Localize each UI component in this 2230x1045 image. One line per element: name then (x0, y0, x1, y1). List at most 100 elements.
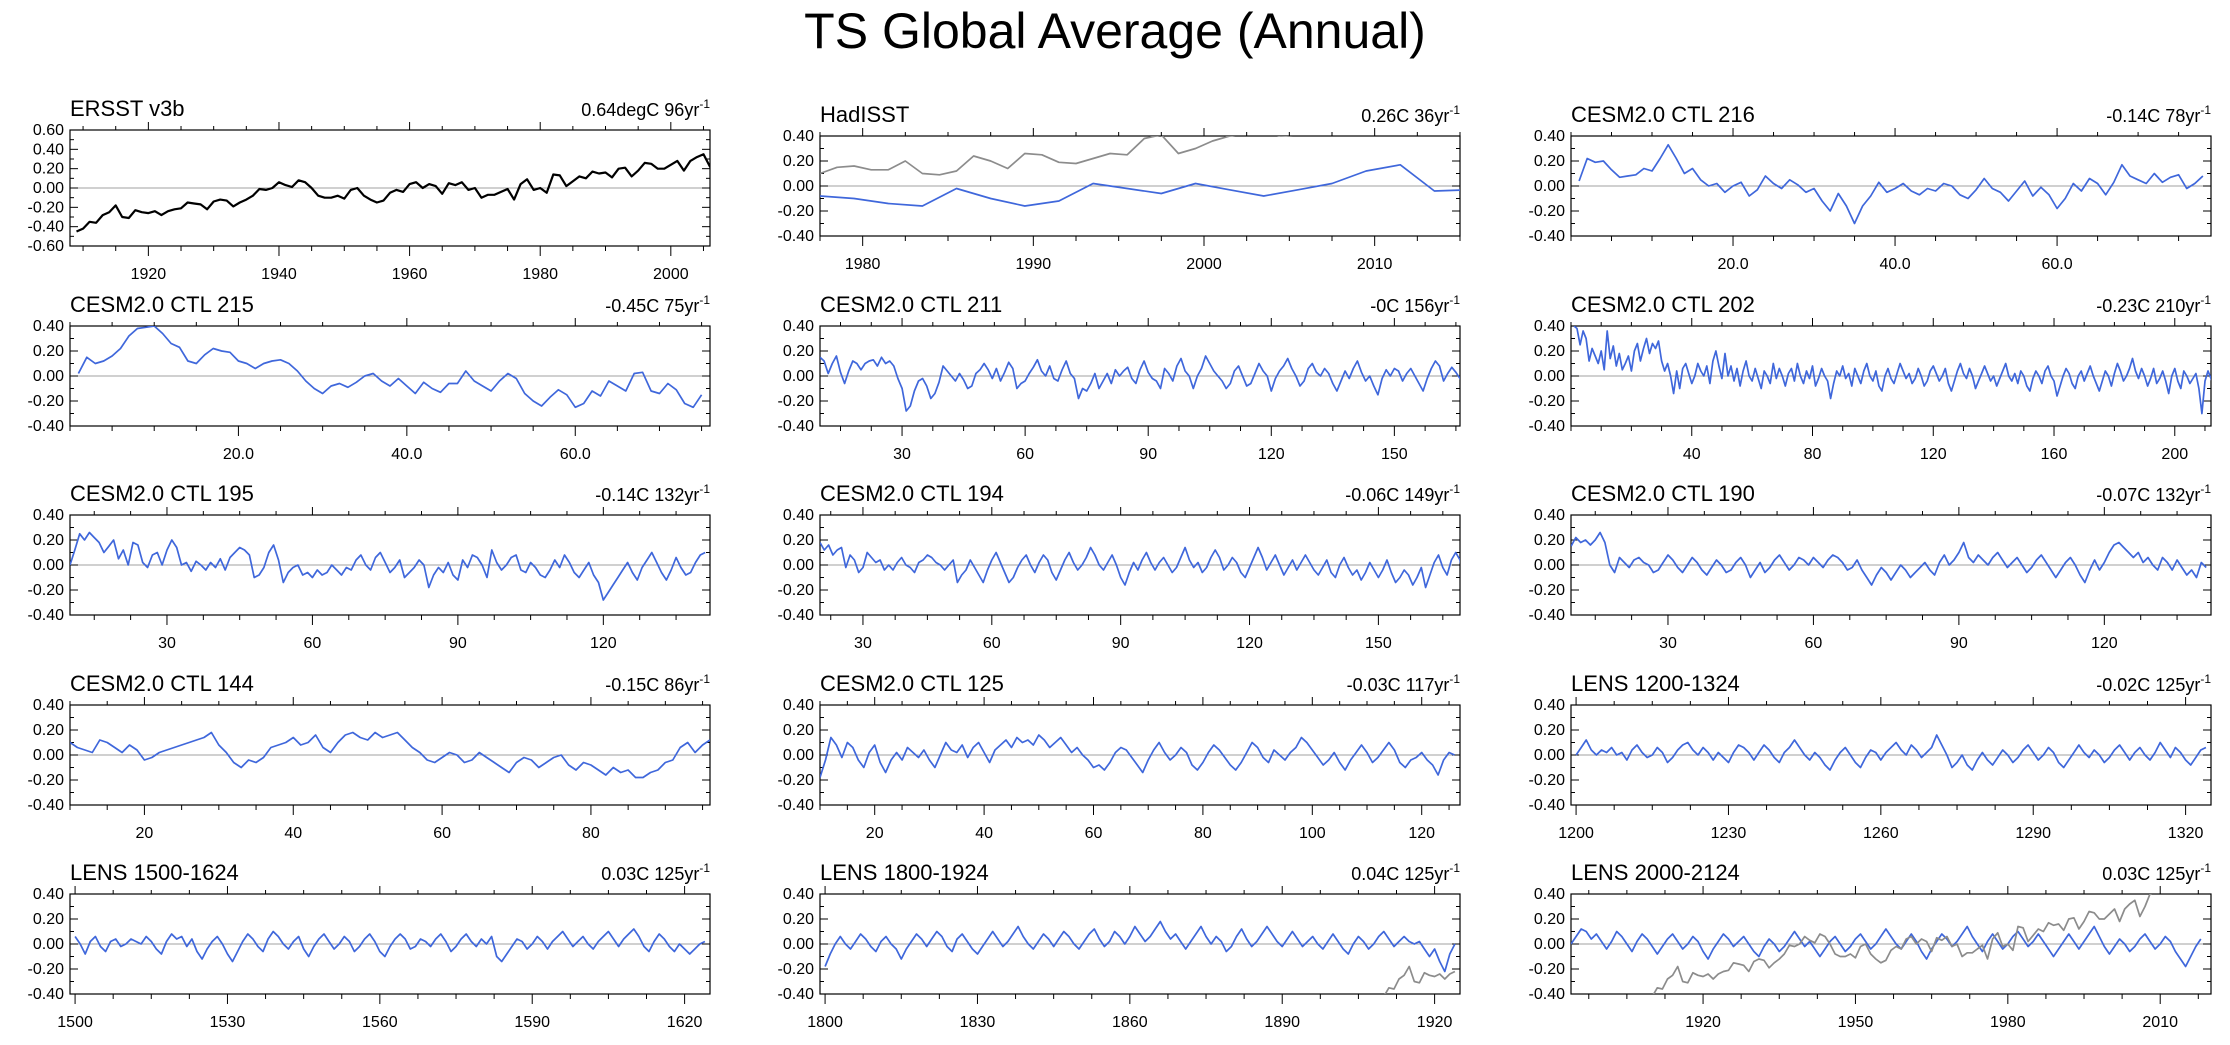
ytick-label: 0.00 (783, 557, 814, 574)
ytick-label: 0.20 (783, 911, 814, 928)
ytick-label: 0.00 (33, 368, 64, 385)
panel-title: CESM2.0 CTL 195 (70, 481, 254, 506)
panel-trend: -0.14C 78yr-1 (2106, 103, 2211, 126)
xtick-label: 30 (1659, 635, 1677, 652)
trend-superscript: -1 (699, 861, 710, 875)
ytick-label: 0.40 (33, 318, 64, 335)
xtick-label: 2010 (2142, 1014, 2178, 1031)
ytick-label: 0.20 (33, 343, 64, 360)
ytick-label: 0.20 (783, 153, 814, 170)
ytick-label: -0.20 (28, 961, 65, 978)
ytick-label: 0.20 (33, 161, 64, 178)
xtick-label: 30 (158, 635, 176, 652)
ytick-label: 0.40 (783, 507, 814, 524)
xtick-label: 60 (983, 635, 1001, 652)
xtick-label: 1980 (1990, 1014, 2026, 1031)
series-line-observed (1652, 894, 2152, 994)
panel-trend: -0.14C 132yr-1 (595, 482, 710, 505)
ytick-label: 0.00 (1534, 936, 1565, 953)
xtick-label: 120 (1920, 446, 1947, 463)
ytick-label: -0.20 (1529, 961, 1566, 978)
ytick-label: 0.40 (33, 697, 64, 714)
ytick-label: 0.20 (1534, 911, 1565, 928)
xtick-label: 120 (1236, 635, 1263, 652)
ytick-label: 0.20 (783, 343, 814, 360)
xtick-label: 200 (2161, 446, 2188, 463)
series-line-observed (1384, 965, 1456, 994)
xtick-label: 1260 (1863, 825, 1899, 842)
xtick-label: 60.0 (2042, 256, 2073, 273)
page-title: TS Global Average (Annual) (804, 3, 1426, 59)
series-line-model (1578, 143, 2204, 225)
panel-12: -0.40 -0.20 0.00 0.20 0.40 1200 1230 1260 1290 13… (1529, 671, 2212, 842)
ytick-label: -0.60 (28, 238, 65, 255)
xtick-label: 1800 (807, 1014, 843, 1031)
series-line-observed (820, 136, 1293, 176)
series-line-model (1575, 734, 2207, 771)
panel-title: CESM2.0 CTL 194 (820, 481, 1004, 506)
ytick-label: -0.20 (778, 203, 815, 220)
xtick-label: 1530 (210, 1014, 246, 1031)
xtick-label: 30 (893, 446, 911, 463)
series-line-model (820, 163, 1460, 207)
ytick-label: 0.20 (1534, 343, 1565, 360)
panel-trend: -0.45C 75yr-1 (605, 293, 710, 316)
panel-title: LENS 1800-1924 (820, 860, 989, 885)
trend-superscript: -1 (1449, 672, 1460, 686)
panel-14: -0.40 -0.20 0.00 0.20 0.40 1800 1830 1860 1890 19… (778, 860, 1461, 1031)
xtick-label: 1620 (667, 1014, 703, 1031)
ytick-label: 0.40 (1534, 697, 1565, 714)
ytick-label: 0.00 (783, 178, 814, 195)
panel-title: LENS 1200-1324 (1571, 671, 1740, 696)
series-line-model (820, 734, 1455, 778)
panel-title: CESM2.0 CTL 190 (1571, 481, 1755, 506)
ytick-label: 0.40 (783, 128, 814, 145)
ytick-label: -0.40 (778, 607, 815, 624)
xtick-label: 40.0 (1879, 256, 1910, 273)
xtick-label: 150 (1381, 446, 1408, 463)
series-line-ersst-v3b (76, 153, 710, 233)
panel-trend: 0.04C 125yr-1 (1351, 861, 1460, 884)
ytick-label: 0.40 (783, 886, 814, 903)
panel-trend: 0.03C 125yr-1 (601, 861, 710, 884)
series-line-model (74, 928, 706, 963)
xtick-label: 20.0 (1717, 256, 1748, 273)
xtick-label: 120 (1408, 825, 1435, 842)
panel-15: -0.40 -0.20 0.00 0.20 0.40 1920 1950 1980 2010 LE… (1529, 860, 2212, 1031)
ytick-label: -0.40 (28, 219, 65, 236)
ytick-label: 0.00 (1534, 178, 1565, 195)
series-line-model (820, 355, 1460, 412)
xtick-label: 60 (304, 635, 322, 652)
panel-trend: -0.07C 132yr-1 (2096, 482, 2211, 505)
ytick-label: 0.00 (783, 747, 814, 764)
ytick-label: -0.20 (1529, 772, 1566, 789)
ytick-label: -0.20 (28, 393, 65, 410)
xtick-label: 120 (590, 635, 617, 652)
ytick-label: 0.40 (783, 318, 814, 335)
xtick-label: 1500 (57, 1014, 93, 1031)
ytick-label: 0.00 (783, 368, 814, 385)
ytick-label: 0.40 (33, 141, 64, 158)
xtick-label: 1920 (1417, 1014, 1453, 1031)
ytick-label: -0.40 (778, 797, 815, 814)
panel-trend: 0.03C 125yr-1 (2102, 861, 2211, 884)
xtick-label: 1980 (845, 256, 881, 273)
xtick-label: 1980 (522, 266, 558, 283)
xtick-label: 2000 (653, 266, 689, 283)
ytick-label: 0.00 (33, 747, 64, 764)
xtick-label: 1920 (1685, 1014, 1721, 1031)
ytick-label: -0.20 (778, 393, 815, 410)
ytick-label: 0.20 (33, 532, 64, 549)
ytick-label: -0.40 (1529, 228, 1566, 245)
xtick-label: 1230 (1711, 825, 1747, 842)
ytick-label: -0.40 (778, 228, 815, 245)
trend-superscript: -1 (2200, 482, 2211, 496)
panel-11: -0.40 -0.20 0.00 0.20 0.40 20 40 60 80 100 120 CESM… (778, 671, 1461, 842)
xtick-label: 1200 (1558, 825, 1594, 842)
xtick-label: 1560 (362, 1014, 398, 1031)
ytick-label: -0.20 (28, 199, 65, 216)
ytick-label: -0.40 (28, 418, 65, 435)
panel-trend: -0.02C 125yr-1 (2096, 672, 2211, 695)
panel-title: CESM2.0 CTL 202 (1571, 292, 1755, 317)
panel-3: -0.40 -0.20 0.00 0.20 0.40 20.0 40.0 60.0 CESM2.… (1529, 102, 2212, 273)
